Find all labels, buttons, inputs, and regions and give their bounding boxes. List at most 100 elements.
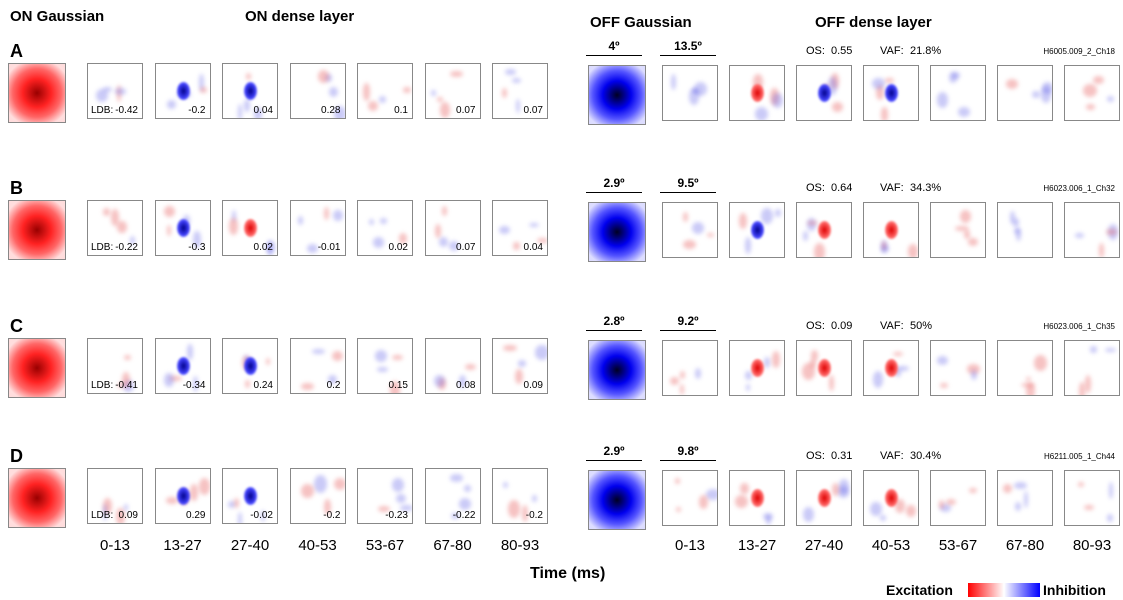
rf-blob bbox=[378, 96, 387, 104]
rf-blob bbox=[532, 495, 537, 502]
rf-blob bbox=[691, 221, 704, 234]
rf-blob bbox=[671, 73, 677, 91]
rf-blob bbox=[521, 504, 528, 522]
rf-blob bbox=[683, 239, 696, 250]
os-value: 0.09 bbox=[831, 320, 853, 332]
on-gaussian-panel bbox=[8, 468, 66, 528]
rf-blob bbox=[1014, 501, 1022, 512]
width-label: 2.8º bbox=[603, 314, 625, 328]
rf-blob bbox=[441, 206, 447, 216]
width-arrow bbox=[660, 330, 716, 331]
rf-blob bbox=[434, 224, 441, 239]
rf-blob bbox=[333, 478, 345, 491]
rf-blob bbox=[1106, 95, 1114, 102]
ldb-label: LDB: bbox=[91, 105, 114, 116]
rf-blob bbox=[803, 230, 809, 242]
rf-blob bbox=[536, 237, 547, 244]
rf-blob bbox=[513, 242, 520, 251]
time-bin-label: 67-80 bbox=[433, 537, 472, 554]
off-dense-panel bbox=[662, 65, 718, 121]
legend-colorbar bbox=[968, 583, 1040, 597]
rf-blob bbox=[193, 230, 201, 249]
rf-blob bbox=[765, 514, 772, 525]
on-dense-panel: 0.28 bbox=[289, 63, 346, 119]
ldb-value: -0.3 bbox=[188, 242, 206, 253]
rf-blob bbox=[164, 373, 174, 387]
on-dense-panel: 0.1 bbox=[357, 63, 413, 119]
legend-label: Excitation bbox=[886, 582, 953, 598]
rf-blob bbox=[802, 506, 814, 522]
rf-blob bbox=[512, 78, 522, 84]
rf-blob bbox=[102, 86, 113, 93]
rf-blob bbox=[1014, 482, 1028, 489]
rf-blob bbox=[807, 221, 819, 226]
ldb-value: -0.2 bbox=[525, 510, 543, 521]
on-gaussian-panel bbox=[8, 200, 66, 260]
rf-blob bbox=[231, 209, 236, 223]
off-dense-panel bbox=[796, 340, 852, 396]
ldb-value: -0.34 bbox=[182, 380, 206, 391]
rf-center bbox=[751, 359, 764, 377]
rf-blob bbox=[940, 382, 949, 388]
rf-blob bbox=[244, 99, 251, 112]
ldb-value: -0.22 bbox=[115, 242, 138, 253]
on-dense-panel: -0.22 bbox=[424, 468, 481, 524]
rf-blob bbox=[698, 494, 709, 509]
off-dense-panel bbox=[662, 202, 718, 258]
rf-blob bbox=[234, 497, 239, 509]
width-label: 9.2º bbox=[677, 314, 699, 328]
rf-blob bbox=[301, 382, 315, 390]
rf-blob bbox=[1041, 82, 1052, 95]
off-dense-panel bbox=[997, 340, 1053, 396]
rf-center bbox=[818, 221, 831, 239]
off-dense-panel bbox=[1064, 470, 1120, 526]
rf-blob bbox=[895, 498, 906, 514]
rf-blob bbox=[752, 74, 763, 90]
rf-blob bbox=[325, 74, 332, 82]
time-bin-label: 53-67 bbox=[938, 537, 978, 554]
width-arrow bbox=[586, 192, 642, 193]
rf-blob bbox=[832, 102, 843, 112]
on-dense-panel: LDB: -0.42 bbox=[87, 63, 143, 119]
rf-blob bbox=[689, 87, 699, 105]
rf-blob bbox=[695, 367, 702, 380]
rf-blob bbox=[735, 495, 749, 509]
on-gaussian-panel bbox=[8, 63, 66, 123]
width-label: 9.8º bbox=[677, 444, 699, 458]
rf-center bbox=[244, 357, 257, 375]
rf-blob bbox=[313, 474, 327, 493]
rf-blob bbox=[898, 365, 910, 372]
rf-blob bbox=[1084, 374, 1091, 393]
time-bin-label: 27-40 bbox=[230, 537, 270, 554]
rf-center bbox=[244, 219, 257, 237]
on-dense-panel: 0.07 bbox=[492, 63, 548, 119]
ldb-value: -0.2 bbox=[188, 105, 206, 116]
rf-blob bbox=[669, 376, 679, 385]
rf-blob bbox=[683, 211, 689, 222]
rf-blob bbox=[814, 243, 826, 257]
ldb-value: -0.2 bbox=[323, 510, 341, 521]
rf-blob bbox=[1079, 382, 1086, 395]
time-bin-label: 0-13 bbox=[674, 537, 706, 554]
rf-blob bbox=[199, 73, 204, 91]
os-label: OS: bbox=[806, 182, 825, 194]
rf-blob bbox=[1106, 229, 1117, 236]
on-dense-panel: 0.07 bbox=[424, 63, 481, 119]
ldb-label: LDB: bbox=[91, 242, 114, 253]
rf-blob bbox=[937, 92, 949, 109]
rf-blob bbox=[398, 232, 408, 245]
rf-blob bbox=[117, 221, 127, 233]
cell-id: H6023.006_1_Ch32 bbox=[1043, 184, 1115, 193]
off-dense-panel bbox=[1064, 340, 1120, 396]
header: ON Gaussian bbox=[10, 8, 105, 25]
width-label: 13.5º bbox=[674, 39, 702, 53]
rf-blob bbox=[439, 102, 451, 118]
off-dense-panel bbox=[729, 65, 785, 121]
rf-blob bbox=[190, 484, 198, 501]
ldb-value: 0.08 bbox=[456, 380, 476, 391]
rf-blob bbox=[692, 88, 700, 93]
rf-blob bbox=[1033, 355, 1047, 371]
rf-blob bbox=[434, 375, 446, 387]
row-label: D bbox=[10, 446, 23, 466]
